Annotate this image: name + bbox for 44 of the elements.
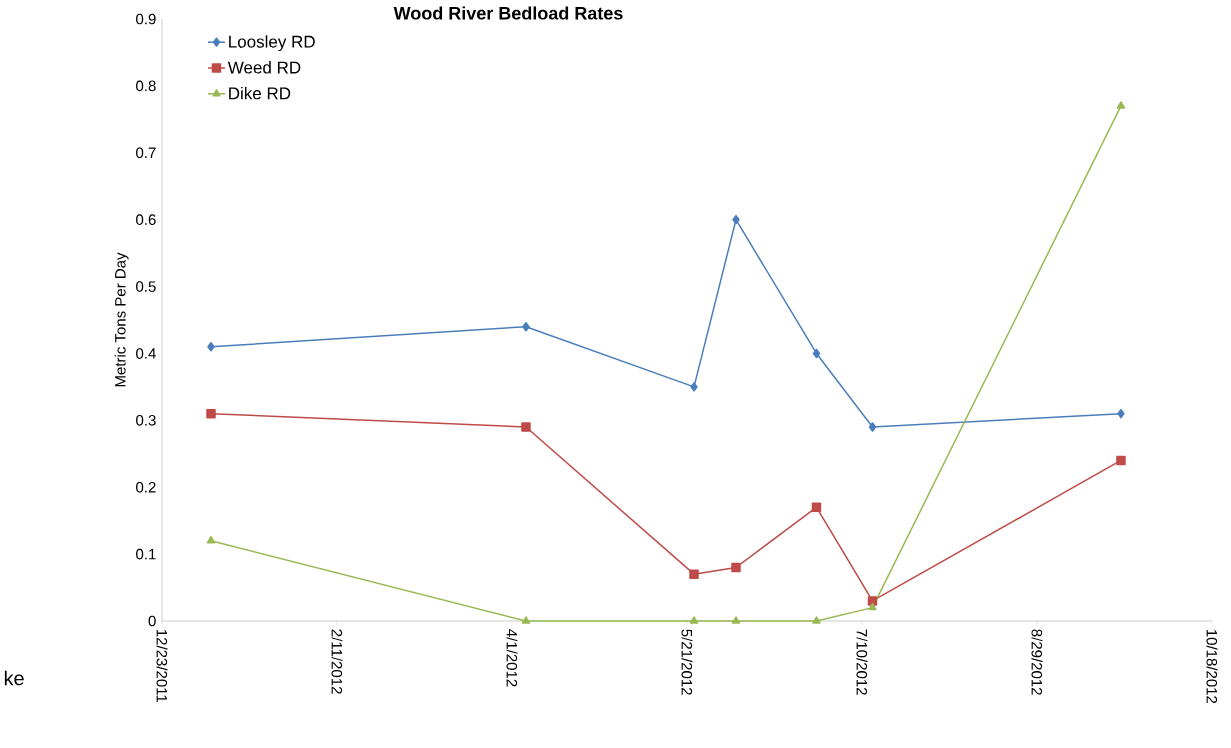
legend-label: Loosley RD [229, 35, 315, 52]
y-tick-label: 0.8 [136, 80, 156, 92]
legend-label: Weed RD [227, 61, 301, 74]
x-tick-label: 5/21/2012 [681, 629, 693, 695]
y-tick-label: 0.5 [136, 281, 156, 292]
point [689, 616, 699, 624]
point [1116, 455, 1126, 466]
y-tick-label: 0.4 [136, 348, 156, 359]
y-tick-label: 0.1 [136, 548, 156, 560]
point [731, 562, 741, 573]
point [812, 616, 821, 624]
x-tick-label: 8/29/2012 [1031, 629, 1043, 695]
chart-title: Wood River Bedload Rates [393, 6, 623, 20]
point [731, 616, 741, 624]
x-tick-label: 4/1/2012 [506, 629, 518, 687]
point [811, 502, 822, 513]
y-tick-label: 0.6 [136, 214, 156, 225]
x-tick-label: 12/23/2011 [156, 629, 168, 703]
x-tick-label: 10/18/2012 [1206, 629, 1218, 704]
y-axis-title: Metric Tons Per Day [114, 252, 129, 387]
point [206, 408, 216, 419]
point [521, 422, 531, 432]
point [690, 382, 698, 392]
x-tick-label: 7/10/2012 [856, 629, 868, 695]
point [1117, 408, 1125, 419]
y-tick-label: 0.3 [136, 415, 156, 426]
y-tick-label: 0.2 [136, 481, 156, 493]
point [868, 602, 877, 611]
x-tick-label: 2/11/2012 [331, 629, 343, 694]
point [868, 422, 877, 432]
text: ke [4, 670, 24, 686]
point [732, 214, 740, 225]
point [689, 569, 699, 579]
y-tick-label: 0.9 [136, 13, 156, 25]
point [812, 348, 821, 359]
point [1116, 101, 1126, 109]
point [207, 342, 215, 352]
y-tick-label: 0 [148, 615, 156, 627]
point [522, 321, 530, 332]
legend-label: Dike RD [229, 86, 291, 100]
y-tick-label: 0.7 [136, 147, 156, 159]
point [206, 535, 216, 544]
point [867, 596, 878, 606]
point [521, 616, 531, 624]
